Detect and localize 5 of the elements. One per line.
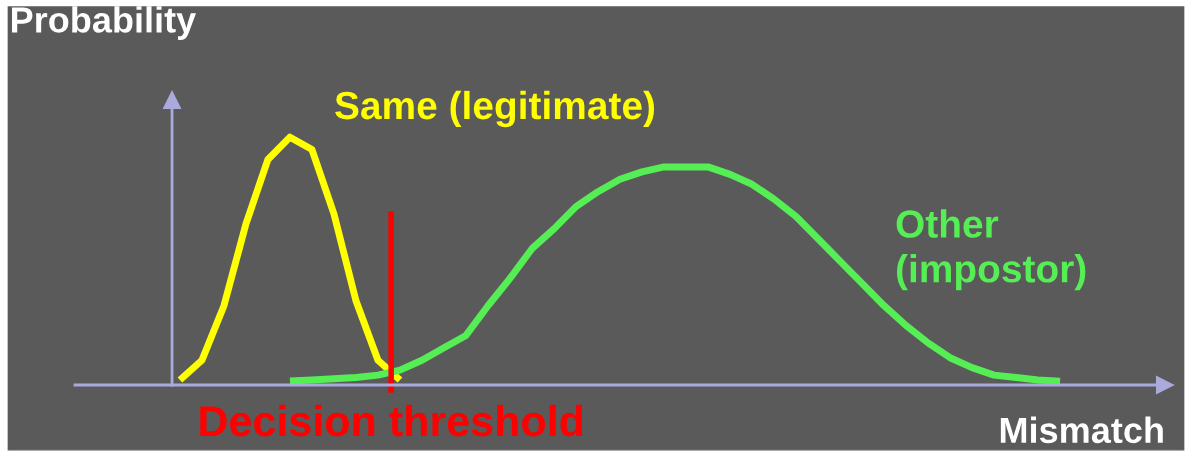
series-label: Other (impostor): [896, 209, 1086, 291]
x-axis-title: Mismatch: [1000, 416, 1163, 444]
y-axis-title: Probability: [12, 6, 197, 40]
series-label: Same (legitimate): [335, 90, 655, 128]
text: Decision threshold: [200, 404, 583, 437]
